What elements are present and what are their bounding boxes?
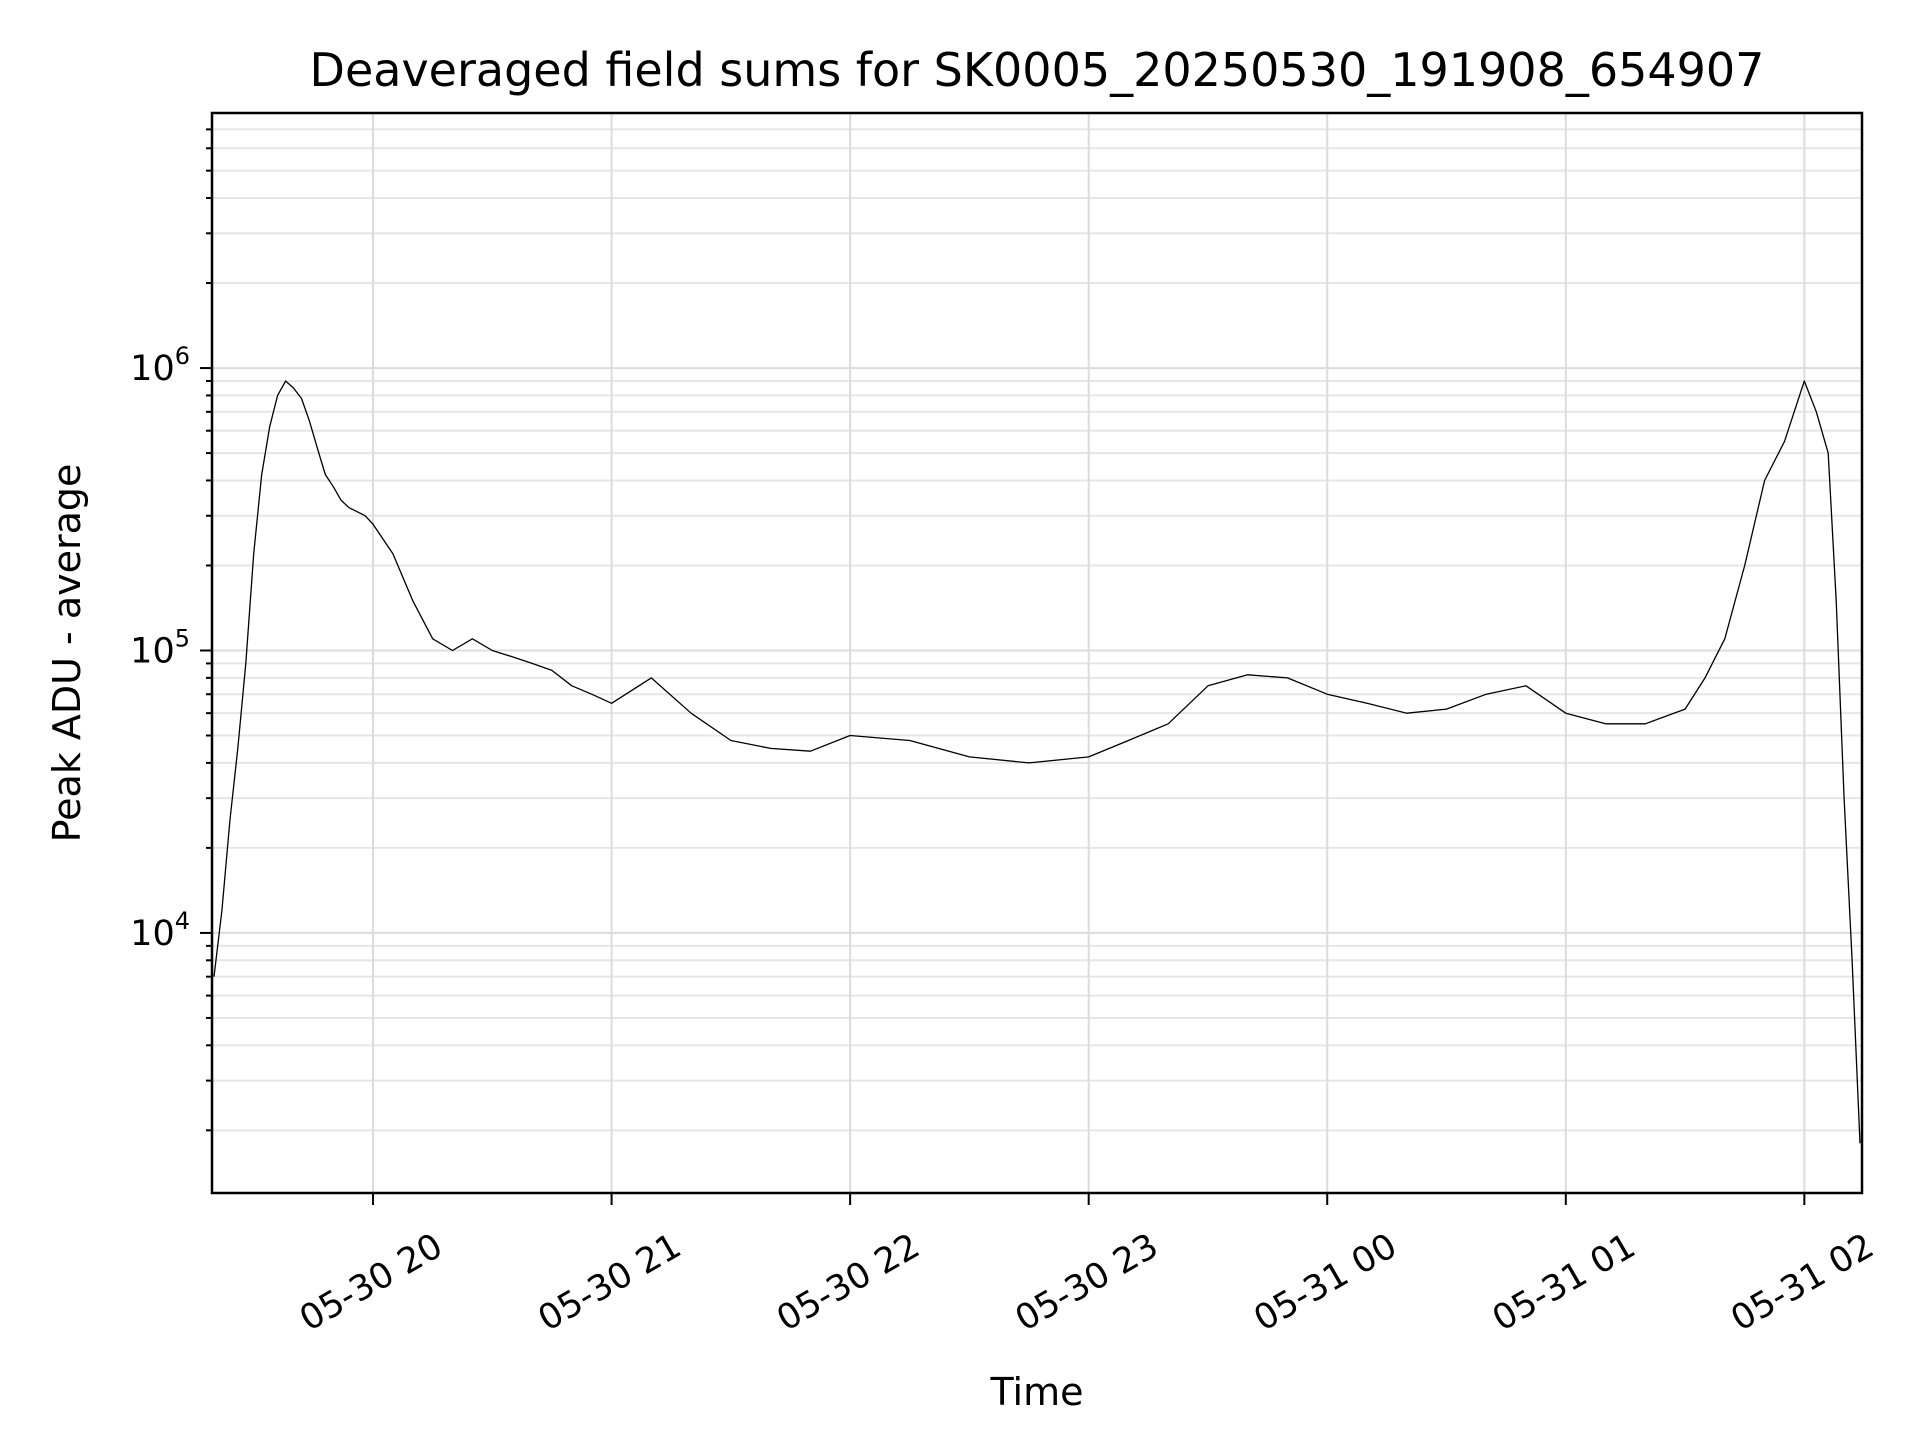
y-tick-label-base: 10 (130, 349, 175, 389)
x-axis-label: Time (990, 1370, 1084, 1414)
y-tick-label: 106 (130, 342, 190, 389)
y-tick-label-base: 10 (130, 631, 175, 671)
plot-frame (210, 111, 1864, 1195)
y-axis-label: Peak ADU - average (45, 464, 89, 843)
grid (212, 113, 1862, 1193)
series-line (213, 380, 1861, 1144)
y-tick-label: 105 (130, 624, 190, 671)
series-layer (213, 380, 1861, 1144)
y-tick-label-exponent: 4 (175, 907, 190, 935)
chart-title: Deaveraged field sums for SK0005_2025053… (310, 43, 1765, 97)
y-tick-label-base: 10 (130, 914, 175, 954)
y-tick-label-exponent: 6 (175, 342, 190, 370)
y-tick-label: 104 (130, 907, 190, 954)
y-tick-label-exponent: 5 (175, 624, 190, 652)
